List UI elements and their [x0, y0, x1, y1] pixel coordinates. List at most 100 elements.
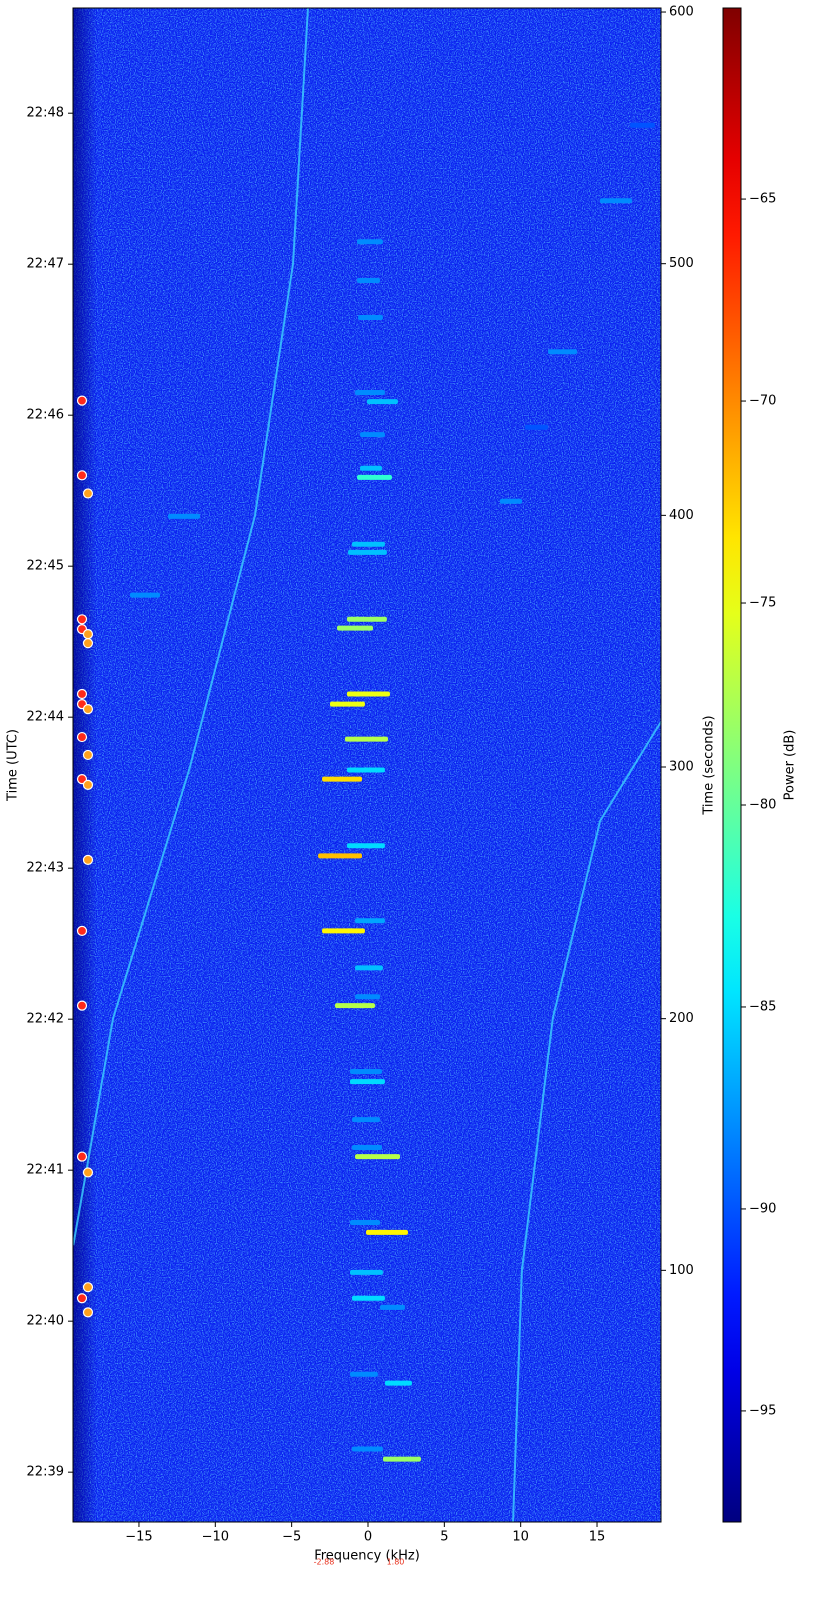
colorbar-tick-label: −75: [749, 596, 776, 611]
signal-burst: [351, 1145, 383, 1151]
signal-burst: [349, 1069, 383, 1075]
edge-shade: [73, 8, 97, 1522]
signal-burst: [360, 432, 385, 438]
event-marker: [76, 773, 88, 785]
y2-tick-label: 100: [669, 1263, 694, 1278]
y-tick-label: 22:42: [27, 1012, 64, 1027]
colorbar-tick-label: −90: [749, 1201, 776, 1216]
y-axis-label: Time (UTC): [6, 729, 21, 802]
event-marker: [76, 925, 88, 936]
signal-burst: [346, 616, 387, 622]
signal-burst: [356, 278, 381, 284]
event-marker: [82, 1282, 94, 1293]
y2-tick-label: 200: [669, 1011, 694, 1026]
signal-burst: [322, 776, 363, 782]
signal-burst: [358, 315, 383, 321]
signal-burst: [336, 625, 374, 631]
y-tick-label: 22:39: [27, 1465, 64, 1480]
x-tick-label: 15: [589, 1530, 606, 1545]
colorbar-tick-label: −70: [749, 394, 776, 409]
y2-tick-label: 400: [669, 508, 694, 523]
y2-axis-label: Time (seconds): [702, 715, 717, 815]
signal-burst: [355, 390, 385, 396]
signal-burst: [356, 239, 383, 245]
signal-burst: [329, 701, 365, 707]
event-marker: [76, 1000, 88, 1011]
y2-tick-label: 500: [669, 256, 694, 271]
signal-burst: [322, 928, 365, 934]
event-marker: [82, 1167, 94, 1178]
signal-burst: [351, 541, 385, 547]
signal-burst: [351, 1295, 385, 1301]
signal-burst: [355, 918, 385, 924]
event-marker: [82, 779, 94, 790]
signal-burst: [349, 1220, 381, 1226]
y-tick-label: 22:43: [27, 861, 64, 876]
signal-burst: [349, 1079, 385, 1085]
x-tick-label: −5: [282, 1530, 301, 1545]
y-tick-label: 22:44: [27, 710, 64, 725]
event-marker: [82, 854, 94, 865]
signal-burst: [346, 843, 385, 849]
signal-burst: [318, 853, 363, 859]
signal-burst: [355, 965, 383, 971]
signal-burst: [347, 549, 387, 555]
x-tick-label: 0: [364, 1530, 372, 1545]
event-marker: [82, 488, 94, 499]
signal-burst: [346, 691, 390, 697]
signal-burst: [499, 498, 523, 504]
y-tick-label: 22:41: [27, 1163, 64, 1178]
colorbar-label: Power (dB): [783, 730, 798, 801]
plot-frame: [72, 7, 662, 1523]
signal-burst: [356, 474, 392, 480]
signal-burst: [524, 424, 549, 430]
y-tick-label: 22:40: [27, 1314, 64, 1329]
y-tick-label: 22:48: [27, 106, 64, 121]
noise: [73, 8, 661, 1522]
colorbar-tick-label: −95: [749, 1403, 776, 1418]
frequency-marker-label: 1.80: [387, 1558, 405, 1567]
signal-burst: [351, 1117, 381, 1123]
y-tick-label: 22:45: [27, 559, 64, 574]
signal-burst: [351, 1446, 383, 1452]
event-marker: [76, 614, 88, 625]
signal-burst: [355, 1154, 401, 1160]
marks: [73, 8, 661, 1522]
x-tick-label: 10: [512, 1530, 529, 1545]
colorbar: [722, 7, 742, 1523]
signal-burst: [630, 122, 655, 128]
x-tick-label: 5: [440, 1530, 448, 1545]
frequency-marker-label: -2.88: [314, 1558, 335, 1567]
signal-burst: [344, 736, 388, 742]
signal-burst: [355, 994, 381, 1000]
event-marker: [82, 704, 94, 715]
event-marker: [82, 1307, 94, 1318]
event-marker: [76, 1151, 88, 1162]
signal-burst: [548, 349, 578, 355]
colorbar-tick-label: −80: [749, 797, 776, 812]
signal-burst: [129, 592, 161, 598]
event-marker: [76, 395, 88, 406]
event-marker: [82, 629, 94, 640]
doppler-track: [73, 8, 308, 1245]
signal-burst: [360, 465, 383, 471]
y-tick-label: 22:47: [27, 257, 64, 272]
signal-burst: [346, 767, 385, 773]
event-marker: [82, 638, 94, 649]
y-tick-label: 22:46: [27, 408, 64, 423]
event-marker: [76, 731, 88, 743]
x-tick-label: −10: [202, 1530, 229, 1545]
signal-burst: [384, 1380, 412, 1386]
signal-burst: [349, 1269, 383, 1275]
y2-tick-label: 300: [669, 760, 694, 775]
x-tick-label: −15: [125, 1530, 152, 1545]
signal-burst: [382, 1456, 421, 1462]
signal-burst: [366, 1229, 408, 1235]
signal-burst: [366, 399, 398, 405]
signal-burst: [335, 1003, 376, 1009]
colorbar-tick-label: −65: [749, 192, 776, 207]
y2-tick-label: 600: [669, 5, 694, 20]
signal-burst: [380, 1304, 405, 1310]
